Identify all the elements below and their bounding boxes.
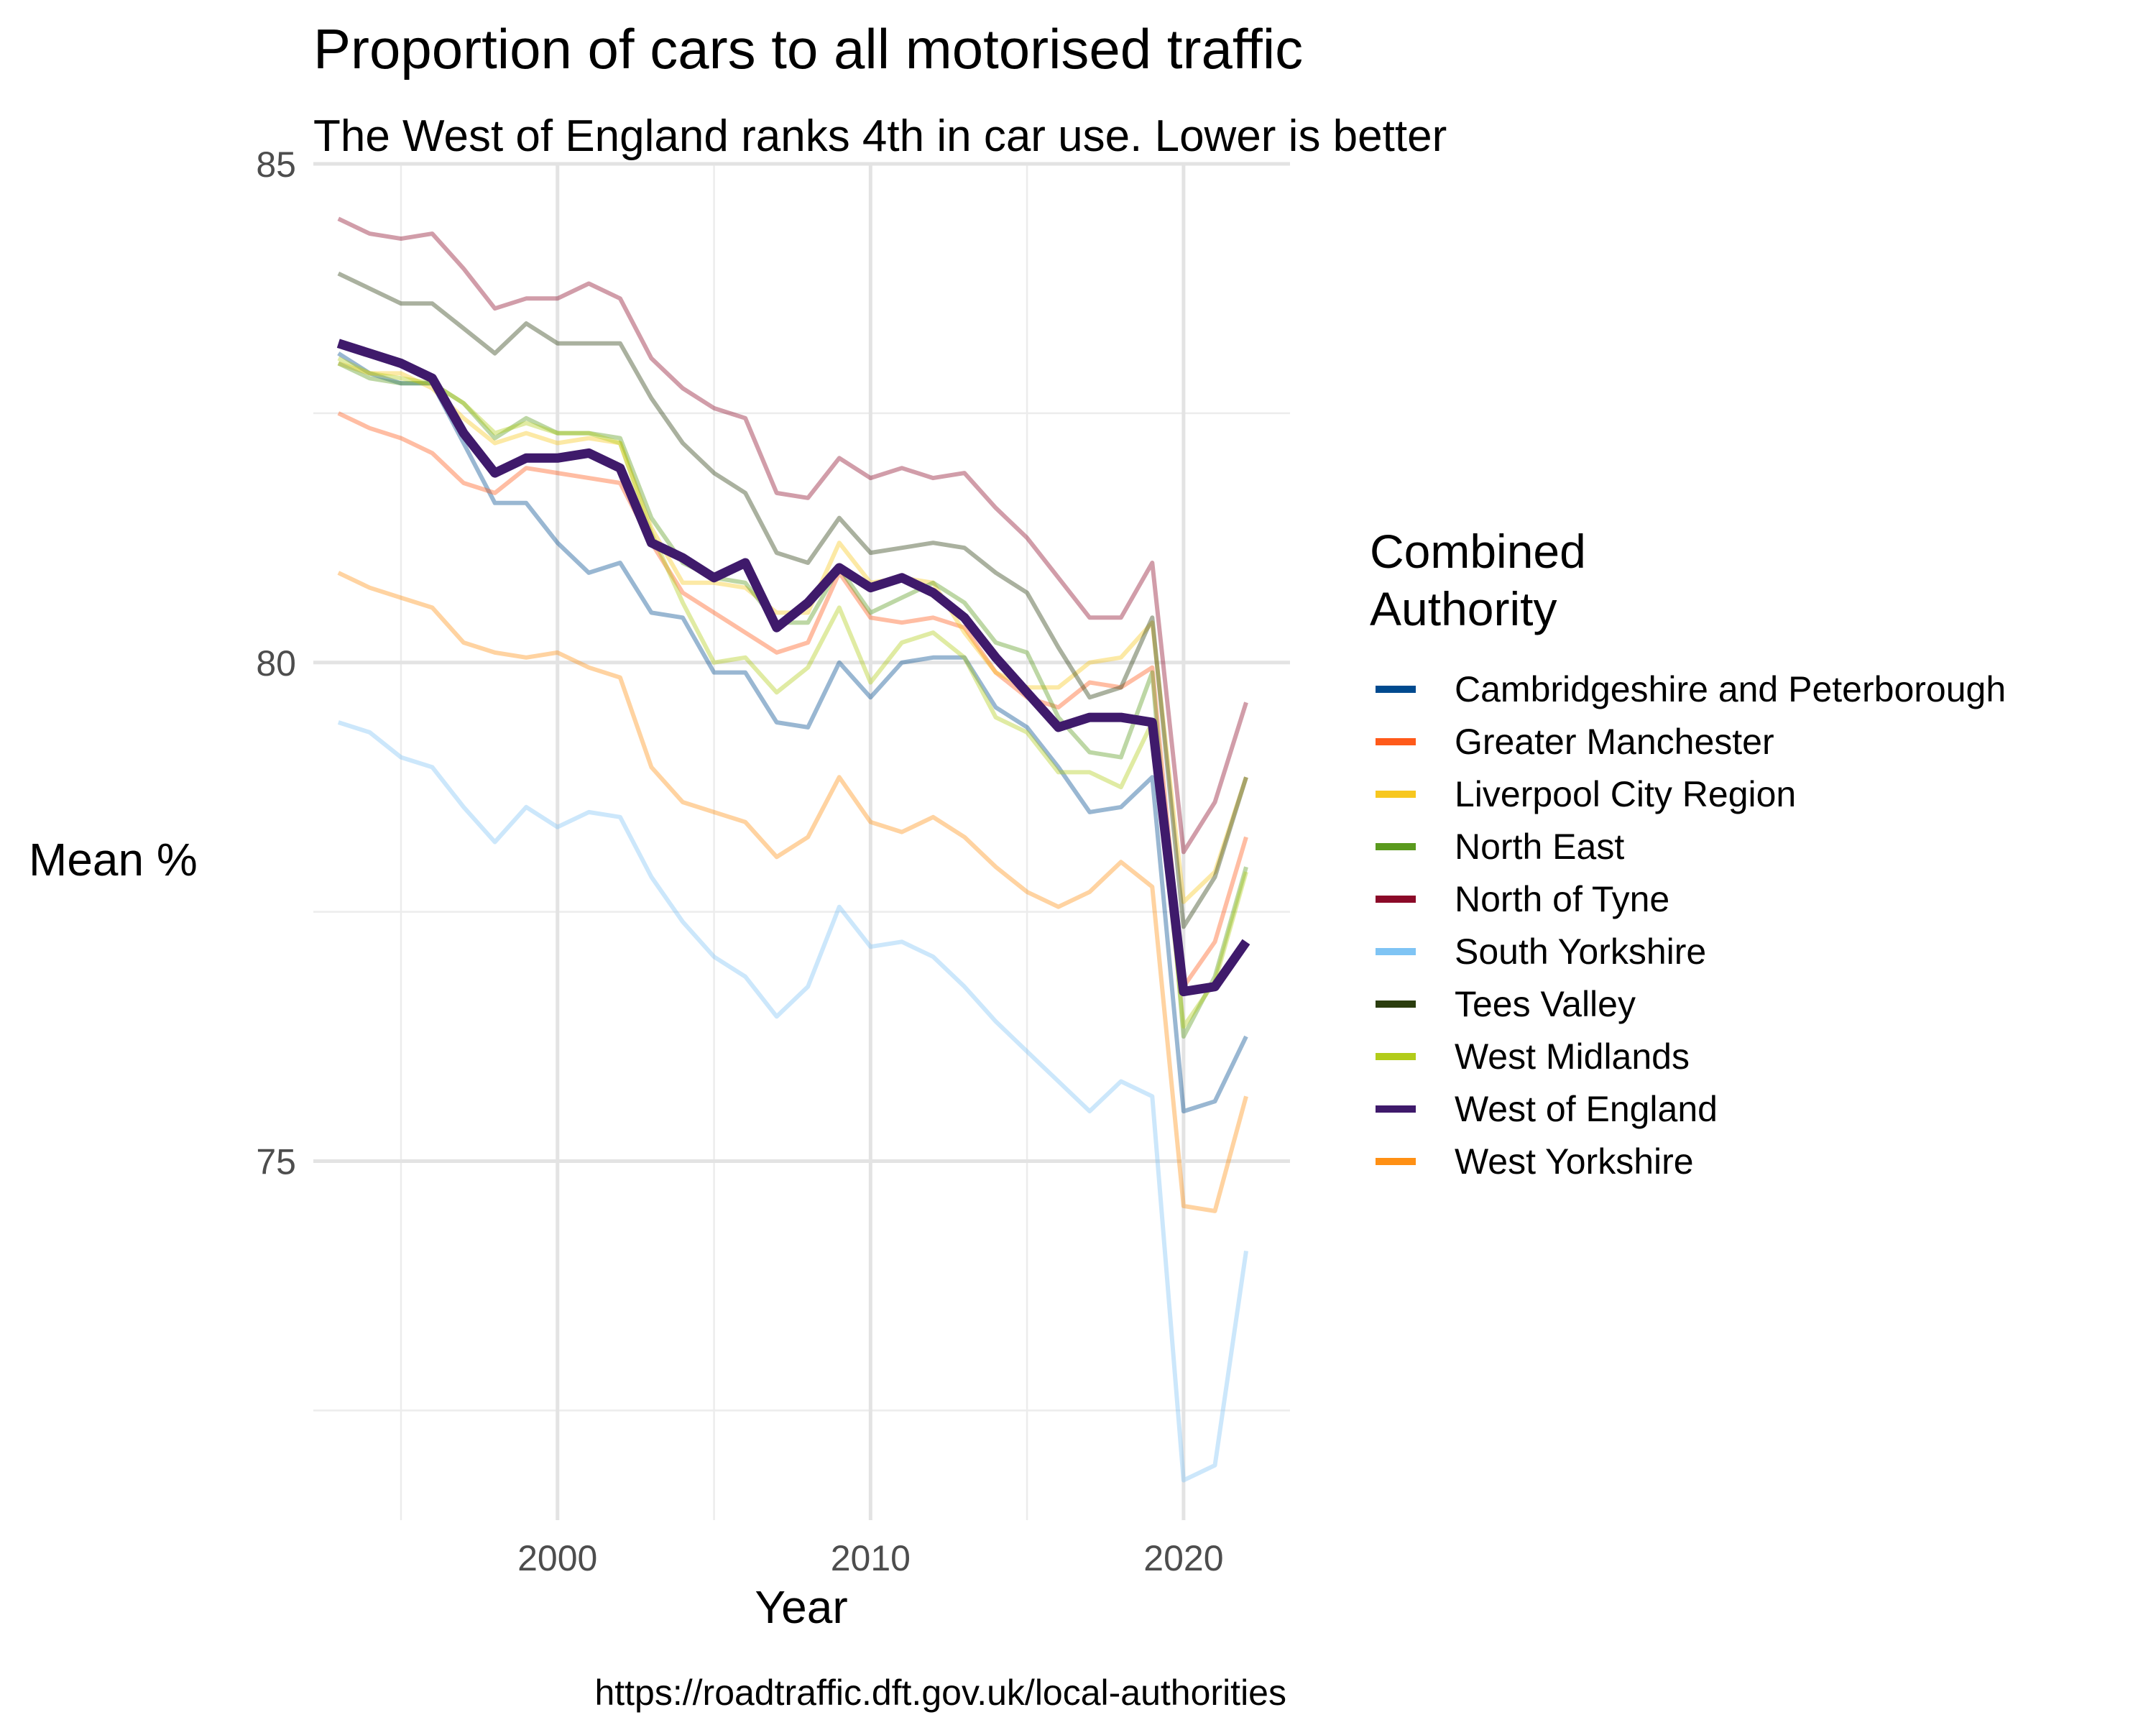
series-line-south-yorkshire	[337, 720, 1248, 1483]
chart-title: Proportion of cars to all motorised traf…	[313, 17, 1303, 80]
series-line-north-of-tyne	[337, 216, 1248, 855]
legend-key-liverpool-city-region	[1376, 791, 1416, 798]
series-line-tees-valley	[337, 271, 1248, 929]
y-axis-label: Mean %	[29, 834, 198, 886]
legend-label-west-of-england: West of England	[1455, 1089, 1718, 1129]
legend-label-south-yorkshire: South Yorkshire	[1455, 932, 1706, 972]
legend-key-tees-valley	[1376, 1000, 1416, 1008]
legend-label-west-yorkshire: West Yorkshire	[1455, 1141, 1694, 1182]
chart-caption: https://roadtraffic.dft.gov.uk/local-aut…	[594, 1673, 1286, 1713]
x-tick-label: 2000	[517, 1538, 597, 1578]
legend-label-north-east: North East	[1455, 827, 1624, 867]
legend-key-north-east	[1376, 843, 1416, 850]
legend-key-west-yorkshire	[1376, 1158, 1416, 1165]
series-line-west-yorkshire	[337, 571, 1248, 1213]
series-line-west-of-england	[336, 339, 1250, 997]
x-tick-label: 2020	[1143, 1538, 1223, 1578]
legend-label-liverpool-city-region: Liverpool City Region	[1455, 774, 1796, 814]
x-axis-label: Year	[755, 1581, 847, 1633]
y-tick-label: 75	[256, 1142, 296, 1182]
series-line-cambridgeshire-and-peterborough	[337, 351, 1248, 1114]
series-line-west-midlands	[337, 356, 1248, 1029]
x-axis-ticks: 2000 2010 2020	[517, 1538, 1223, 1578]
legend-label-west-midlands: West Midlands	[1455, 1036, 1690, 1077]
legend-key-greater-manchester	[1376, 738, 1416, 745]
legend-title-line-1: Combined	[1370, 525, 1586, 578]
legend-title-line-2: Authority	[1370, 582, 1557, 635]
series-lines	[336, 216, 1250, 1483]
series-line-greater-manchester	[337, 411, 1248, 989]
legend-label-greater-manchester: Greater Manchester	[1455, 722, 1774, 762]
series-line-north-east	[337, 361, 1248, 1039]
x-tick-label: 2010	[831, 1538, 911, 1578]
y-tick-label: 85	[256, 144, 296, 185]
legend-key-west-midlands	[1376, 1053, 1416, 1060]
legend-label-tees-valley: Tees Valley	[1455, 984, 1636, 1024]
legend-label-cambridgeshire-and-peterborough: Cambridgeshire and Peterborough	[1455, 669, 2006, 709]
legend-label-north-of-tyne: North of Tyne	[1455, 879, 1669, 919]
y-axis-ticks: 75 80 85	[256, 144, 296, 1182]
legend-key-south-yorkshire	[1376, 948, 1416, 955]
y-tick-label: 80	[256, 643, 296, 684]
legend-key-west-of-england	[1376, 1105, 1416, 1113]
gridlines	[313, 162, 1290, 1520]
legend-key-north-of-tyne	[1376, 896, 1416, 903]
chart-subtitle: The West of England ranks 4th in car use…	[313, 111, 1447, 161]
legend: Combined Authority Cambridgeshire and Pe…	[1370, 525, 2006, 1182]
legend-key-cambridgeshire-and-peterborough	[1376, 686, 1416, 693]
